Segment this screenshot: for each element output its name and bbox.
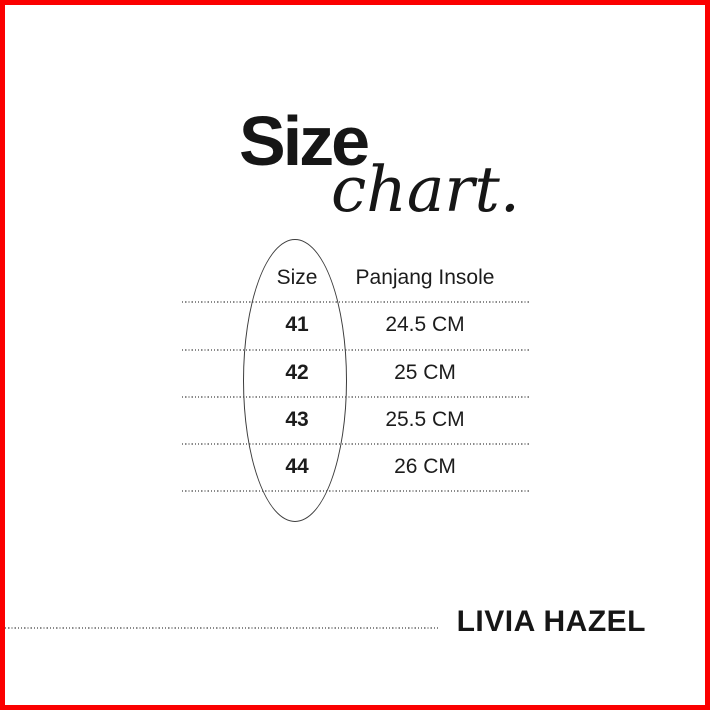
table-divider-line	[182, 301, 530, 303]
size-column-highlight-ellipse	[243, 239, 347, 522]
insole-cell: 26 CM	[394, 455, 456, 478]
header-insole-label: Panjang Insole	[355, 266, 495, 289]
table-header-row: Size Panjang Insole	[182, 255, 530, 301]
insole-cell: 24.5 CM	[385, 313, 465, 336]
table-divider-line	[182, 443, 530, 445]
table-divider-line	[182, 490, 530, 492]
table-divider-line	[182, 396, 530, 398]
title-chart-script: chart.	[331, 153, 520, 226]
table-row: 44 26 CM	[182, 444, 530, 490]
table-divider-line	[182, 349, 530, 351]
insole-cell: 25 CM	[394, 361, 456, 384]
insole-cell: 25.5 CM	[385, 408, 465, 431]
size-table: Size Panjang Insole 41 24.5 CM 42 25 CM …	[182, 255, 530, 495]
brand-name: LIVIA HAZEL	[456, 605, 646, 638]
footer-divider-line	[5, 627, 438, 629]
table-row: 43 25.5 CM	[182, 397, 530, 443]
title-size: Size	[239, 102, 370, 180]
table-row: 42 25 CM	[182, 350, 530, 396]
table-row: 41 24.5 CM	[182, 302, 530, 348]
